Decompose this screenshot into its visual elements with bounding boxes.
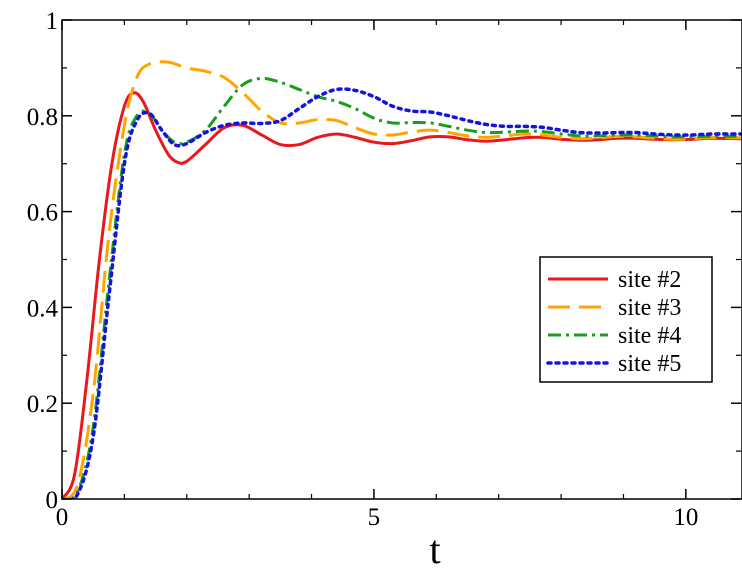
x-tick-label: 10: [673, 504, 698, 531]
series-line-3: [62, 60, 742, 499]
y-tick-label: 0.6: [27, 200, 58, 227]
y-tick-label: 0.4: [27, 295, 59, 322]
legend-label: site #3: [618, 295, 681, 321]
x-tick-label: 0: [56, 504, 69, 531]
legend-label: site #5: [618, 351, 681, 377]
x-tick-label: 5: [368, 504, 381, 531]
series-line-4: [62, 76, 742, 499]
legend-label: site #4: [618, 323, 681, 349]
series-line-2: [62, 91, 742, 499]
legend-label: site #2: [618, 267, 681, 293]
series-line-5: [62, 87, 742, 499]
y-tick-label: 0: [46, 487, 59, 514]
y-tick-label: 0.2: [27, 391, 58, 418]
ticks-layer: 0 5 10 0 0.2 0.4 0.6 0.8 1: [27, 8, 741, 531]
y-tick-label: 1: [46, 8, 59, 35]
y-tick-label: 0.8: [27, 104, 58, 131]
series-layer: [62, 60, 742, 499]
x-axis-title: t: [429, 527, 440, 571]
